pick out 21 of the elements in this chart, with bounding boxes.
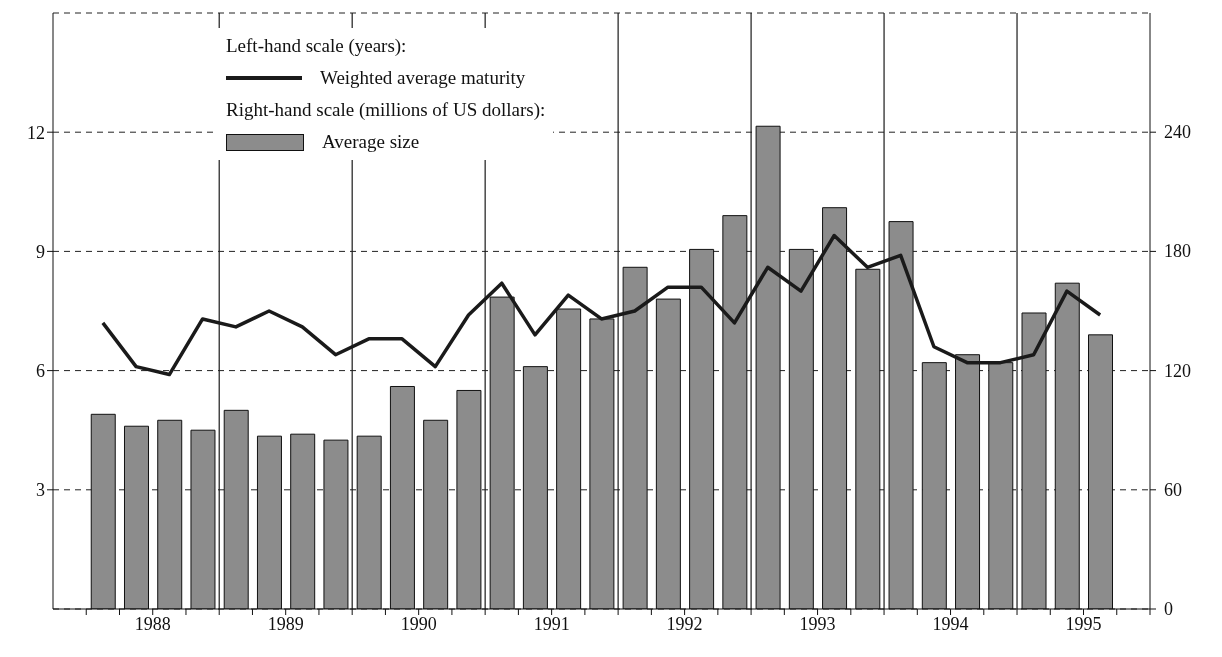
legend-label: Weighted average maturity — [320, 66, 526, 90]
x-tick-label: 1990 — [400, 613, 437, 634]
annotation: Right-hand scale (millions of US dollars): — [226, 98, 546, 122]
x-tick-label: 1994 — [932, 613, 969, 634]
legend-label: Average size — [322, 130, 420, 154]
x-tick-label: 1989 — [267, 613, 304, 634]
y2-tick-label: 0 — [1164, 599, 1173, 619]
y2-tick-label: 180 — [1164, 241, 1191, 262]
x-tick-label: 1993 — [799, 613, 836, 634]
annotation: Left-hand scale (years): — [226, 34, 408, 58]
y-tick-label: 12 — [27, 122, 45, 143]
x-tick-label: 1988 — [134, 613, 171, 634]
y2-tick-label: 120 — [1164, 360, 1191, 381]
y-tick-label: 3 — [36, 480, 45, 501]
y2-tick-label: 240 — [1164, 122, 1191, 143]
x-tick-label: 1995 — [1065, 613, 1102, 634]
y-tick-label: 9 — [36, 241, 45, 262]
x-tick-label: 1992 — [666, 613, 703, 634]
x-tick-label: 1991 — [533, 613, 570, 634]
y2-tick-label: 60 — [1164, 479, 1182, 500]
y-tick-label: 6 — [36, 360, 45, 381]
